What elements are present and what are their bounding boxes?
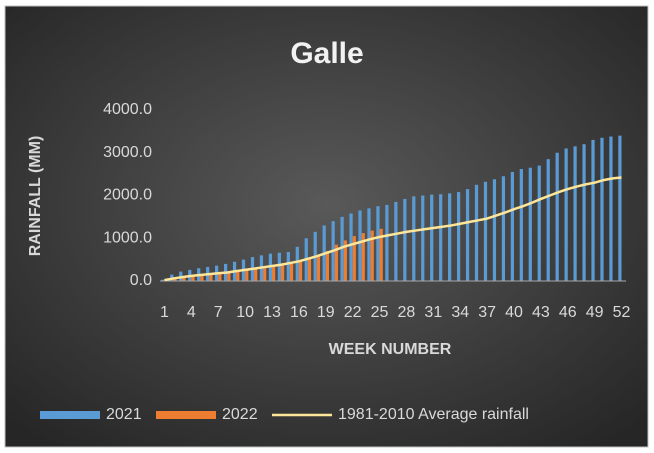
x-tick-label: 19 — [317, 304, 335, 321]
x-tick-label: 4 — [187, 304, 196, 321]
x-tick-label: 43 — [532, 304, 550, 321]
legend-label: 2022 — [222, 406, 258, 423]
bar — [555, 152, 559, 281]
chart-title: Galle — [290, 37, 363, 70]
bar — [573, 146, 577, 281]
bar — [298, 261, 303, 281]
bar — [546, 159, 550, 281]
bar — [370, 230, 374, 281]
x-axis-title: WEEK NUMBER — [329, 341, 452, 358]
bar — [379, 228, 383, 281]
bar — [161, 279, 165, 281]
y-tick-label: 4000.0 — [103, 101, 152, 118]
x-tick-label: 1 — [160, 304, 169, 321]
bar — [376, 206, 380, 281]
bar — [289, 263, 294, 281]
chart-background — [4, 5, 649, 448]
y-tick-label: 0.0 — [130, 272, 152, 289]
x-tick-label: 40 — [505, 304, 523, 321]
bar — [280, 265, 285, 281]
bar — [367, 208, 371, 281]
bar — [385, 204, 389, 281]
legend-swatch — [156, 411, 216, 419]
x-tick-label: 10 — [236, 304, 254, 321]
bar — [564, 148, 568, 281]
bar — [537, 165, 541, 281]
bar — [334, 244, 338, 281]
x-tick-label: 7 — [214, 304, 223, 321]
bar — [191, 275, 195, 281]
bar — [483, 181, 488, 281]
x-tick-label: 52 — [613, 304, 631, 321]
bar — [316, 255, 321, 281]
y-tick-label: 1000.0 — [103, 229, 152, 246]
bar — [286, 251, 290, 281]
x-tick-label: 16 — [290, 304, 308, 321]
bar — [430, 194, 434, 281]
bar — [591, 139, 595, 281]
bar — [361, 233, 365, 281]
legend-label: 2021 — [106, 406, 142, 423]
x-tick-label: 13 — [263, 304, 281, 321]
line — [164, 176, 622, 282]
bar — [609, 136, 613, 281]
bar — [272, 266, 276, 281]
bar — [343, 240, 347, 281]
bar — [492, 179, 497, 281]
x-tick-label: 28 — [398, 304, 416, 321]
bar — [227, 272, 231, 281]
x-tick-label: 34 — [451, 304, 469, 321]
bar — [295, 246, 299, 281]
bar — [456, 192, 461, 281]
legend-swatch — [40, 411, 100, 419]
x-tick-label: 22 — [344, 304, 362, 321]
bar — [421, 195, 425, 281]
bar — [412, 196, 416, 281]
bar — [510, 171, 514, 281]
bar — [403, 198, 407, 281]
x-tick-label: 46 — [559, 304, 577, 321]
bar — [263, 268, 267, 281]
bar — [325, 251, 330, 281]
bar — [448, 193, 452, 281]
bar — [209, 273, 213, 281]
bar — [474, 184, 479, 281]
bar — [618, 135, 622, 281]
x-tick-label: 25 — [371, 304, 389, 321]
bar — [582, 144, 586, 281]
x-tick-label: 49 — [586, 304, 604, 321]
bar — [394, 201, 398, 281]
bar — [200, 274, 204, 281]
bar — [352, 236, 356, 281]
bar — [307, 258, 312, 281]
bar — [600, 137, 604, 281]
bar — [501, 176, 506, 281]
bar — [349, 213, 353, 281]
bar — [465, 189, 470, 281]
bar — [519, 168, 523, 281]
x-tick-label: 37 — [478, 304, 496, 321]
legend-label: 1981-2010 Average rainfall — [338, 406, 529, 423]
bar — [218, 272, 222, 281]
bar — [358, 210, 362, 281]
bar — [340, 216, 344, 281]
bar — [236, 271, 240, 281]
x-tick-label: 31 — [424, 304, 442, 321]
y-tick-label: 3000.0 — [103, 144, 152, 161]
bar — [173, 278, 177, 281]
bar — [182, 276, 186, 281]
y-axis-title: RAINFALL (MM) — [27, 136, 44, 257]
bar — [277, 252, 281, 281]
y-tick-label: 2000.0 — [103, 187, 152, 204]
bar — [528, 167, 532, 281]
bar — [439, 194, 443, 281]
bar — [254, 269, 258, 281]
bar — [245, 269, 249, 281]
